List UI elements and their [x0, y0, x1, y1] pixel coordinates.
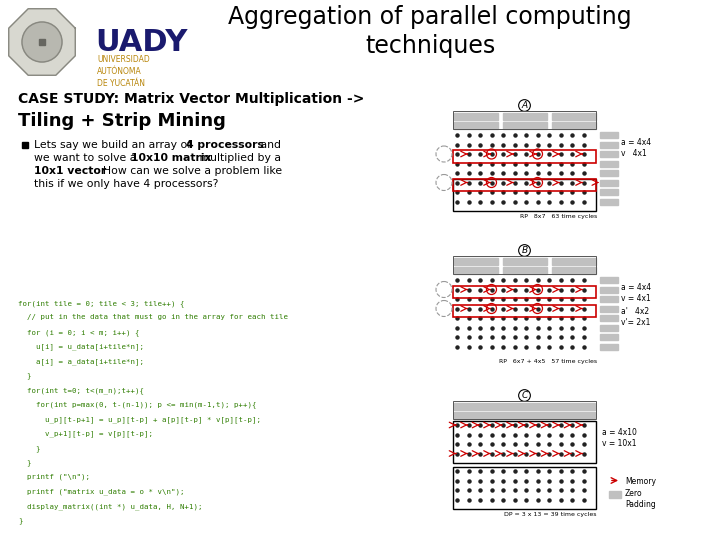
Text: RP   6x7 + 4x5   57 time cycles: RP 6x7 + 4x5 57 time cycles: [499, 359, 597, 364]
Bar: [503, 258, 547, 265]
Text: }: }: [18, 373, 32, 379]
Bar: [600, 199, 618, 205]
Text: UADY: UADY: [95, 28, 187, 57]
Bar: [552, 267, 596, 274]
Bar: [454, 412, 595, 419]
Bar: [453, 111, 596, 129]
Bar: [600, 315, 618, 321]
Text: for (i = 0; i < m; i++) {: for (i = 0; i < m; i++) {: [18, 329, 140, 336]
Text: a'   4x2: a' 4x2: [621, 307, 649, 316]
Text: for(int t=0; t<(m_n);t++){: for(int t=0; t<(m_n);t++){: [18, 387, 144, 394]
Circle shape: [22, 22, 62, 62]
Bar: [600, 160, 618, 166]
Text: u_p][t-p+1] = u_p][t-p] + a[p][t-p] * v[p][t-p];: u_p][t-p+1] = u_p][t-p] + a[p][t-p] * v[…: [18, 416, 261, 423]
Text: v = 4x1: v = 4x1: [621, 294, 651, 303]
Bar: [453, 256, 596, 274]
Text: a = 4x4: a = 4x4: [621, 283, 651, 292]
Bar: [600, 151, 618, 157]
Polygon shape: [9, 9, 76, 75]
Text: Tiling + Strip Mining: Tiling + Strip Mining: [18, 112, 226, 130]
Bar: [600, 170, 618, 176]
Bar: [600, 296, 618, 302]
Bar: [600, 132, 618, 138]
Text: 10x1 vector: 10x1 vector: [34, 166, 107, 176]
Text: for(int tile = 0; tile < 3; tile++) {: for(int tile = 0; tile < 3; tile++) {: [18, 300, 184, 307]
Text: we want to solve a: we want to solve a: [34, 153, 140, 163]
Text: // put in the data that must go in the array for each tile: // put in the data that must go in the a…: [18, 314, 288, 321]
Text: DP = 3 x 13 = 39 time cycles: DP = 3 x 13 = 39 time cycles: [505, 512, 597, 517]
Bar: [552, 122, 596, 129]
Text: and: and: [257, 140, 281, 150]
Text: Lets say we build an array of: Lets say we build an array of: [34, 140, 194, 150]
Bar: [600, 189, 618, 195]
Text: multiplied by a: multiplied by a: [196, 153, 281, 163]
Bar: [454, 113, 498, 120]
Bar: [453, 179, 596, 191]
Bar: [453, 179, 596, 211]
Bar: [453, 467, 596, 509]
Text: UNIVERSIDAD
AUTÓNOMA
DE YUCATÁN: UNIVERSIDAD AUTÓNOMA DE YUCATÁN: [97, 55, 150, 87]
Text: v'= 2x1: v'= 2x1: [621, 318, 650, 327]
Text: B: B: [521, 246, 528, 255]
Text: this if we only have 4 processors?: this if we only have 4 processors?: [34, 179, 218, 189]
Bar: [600, 334, 618, 340]
Text: . How can we solve a problem like: . How can we solve a problem like: [96, 166, 282, 176]
Bar: [454, 267, 498, 274]
Text: Zero
Padding: Zero Padding: [625, 489, 656, 509]
Bar: [453, 401, 596, 419]
Bar: [600, 306, 618, 312]
Bar: [454, 258, 498, 265]
Bar: [453, 150, 596, 163]
Text: printf ("matrix u_data = o * v\n");: printf ("matrix u_data = o * v\n");: [18, 489, 184, 495]
Text: a[i] = a_data[i+tile*n];: a[i] = a_data[i+tile*n];: [18, 358, 144, 365]
Text: 4 processors: 4 processors: [186, 140, 264, 150]
Text: Memory: Memory: [625, 476, 656, 485]
Text: u[i] = u_data[i+tile*n];: u[i] = u_data[i+tile*n];: [18, 343, 144, 350]
Bar: [22, 142, 28, 148]
Text: printf ("\n");: printf ("\n");: [18, 474, 90, 481]
Text: a = 4x4: a = 4x4: [621, 138, 651, 147]
Bar: [552, 113, 596, 120]
Bar: [503, 113, 547, 120]
Text: for(int p=max(0, t-(n-1)); p <= min(m-1,t); p++){: for(int p=max(0, t-(n-1)); p <= min(m-1,…: [18, 402, 256, 408]
Text: 10x10 matrix: 10x10 matrix: [131, 153, 212, 163]
Text: RP   8x7   63 time cycles: RP 8x7 63 time cycles: [520, 214, 597, 219]
Text: a = 4x10: a = 4x10: [602, 428, 637, 437]
Text: }: }: [18, 460, 32, 466]
Text: display_matrix((int *) u_data, H, N+1);: display_matrix((int *) u_data, H, N+1);: [18, 503, 202, 510]
Text: v   4x1: v 4x1: [621, 149, 647, 158]
Text: A: A: [521, 101, 528, 110]
Bar: [609, 490, 621, 497]
Bar: [552, 258, 596, 265]
Bar: [453, 305, 596, 317]
Bar: [503, 267, 547, 274]
Bar: [600, 325, 618, 330]
Text: v_p+1][t-p] = v[p][t-p];: v_p+1][t-p] = v[p][t-p];: [18, 430, 153, 437]
Bar: [600, 343, 618, 349]
Bar: [454, 403, 595, 410]
Text: }: }: [18, 517, 22, 524]
Bar: [600, 277, 618, 283]
Bar: [600, 179, 618, 186]
Text: C: C: [521, 391, 528, 400]
Bar: [600, 287, 618, 293]
Bar: [600, 141, 618, 147]
Text: CASE STUDY: Matrix Vector Multiplication ->: CASE STUDY: Matrix Vector Multiplication…: [18, 92, 364, 106]
Bar: [453, 286, 596, 298]
Text: Aggregation of parallel computing
techniques: Aggregation of parallel computing techni…: [228, 5, 632, 58]
Text: }: }: [18, 445, 40, 452]
Bar: [503, 122, 547, 129]
Text: v = 10x1: v = 10x1: [602, 439, 636, 448]
Bar: [453, 421, 596, 463]
Bar: [454, 122, 498, 129]
